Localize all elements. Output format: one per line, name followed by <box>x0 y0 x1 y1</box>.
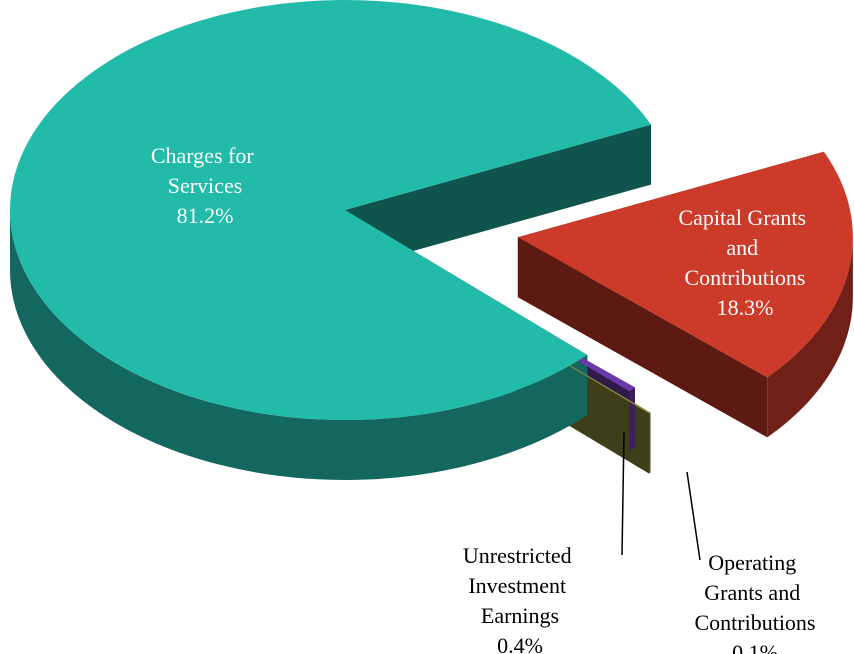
leader-line <box>686 471 701 561</box>
slice <box>517 151 853 378</box>
slice-label: Unrestricted Investment Earnings <box>463 543 577 628</box>
slice-wall <box>517 237 768 438</box>
slice-value: 0.4% <box>497 633 543 654</box>
leader-line <box>621 431 625 556</box>
slice-label: Operating Grants and Contributions <box>694 550 815 635</box>
slice-value: 0.1% <box>732 640 778 654</box>
slice-side <box>629 387 635 452</box>
slice-value: 18.3% <box>717 295 774 320</box>
slice-label: Charges for Services <box>151 143 259 198</box>
slice-label: Capital Grants and Contributions <box>678 205 811 290</box>
slice-wall <box>345 124 652 271</box>
slice-side <box>767 237 853 438</box>
slice-value: 81.2% <box>177 203 234 228</box>
slice-side <box>9 210 588 480</box>
slice-side <box>648 412 651 474</box>
slice <box>10 0 652 420</box>
